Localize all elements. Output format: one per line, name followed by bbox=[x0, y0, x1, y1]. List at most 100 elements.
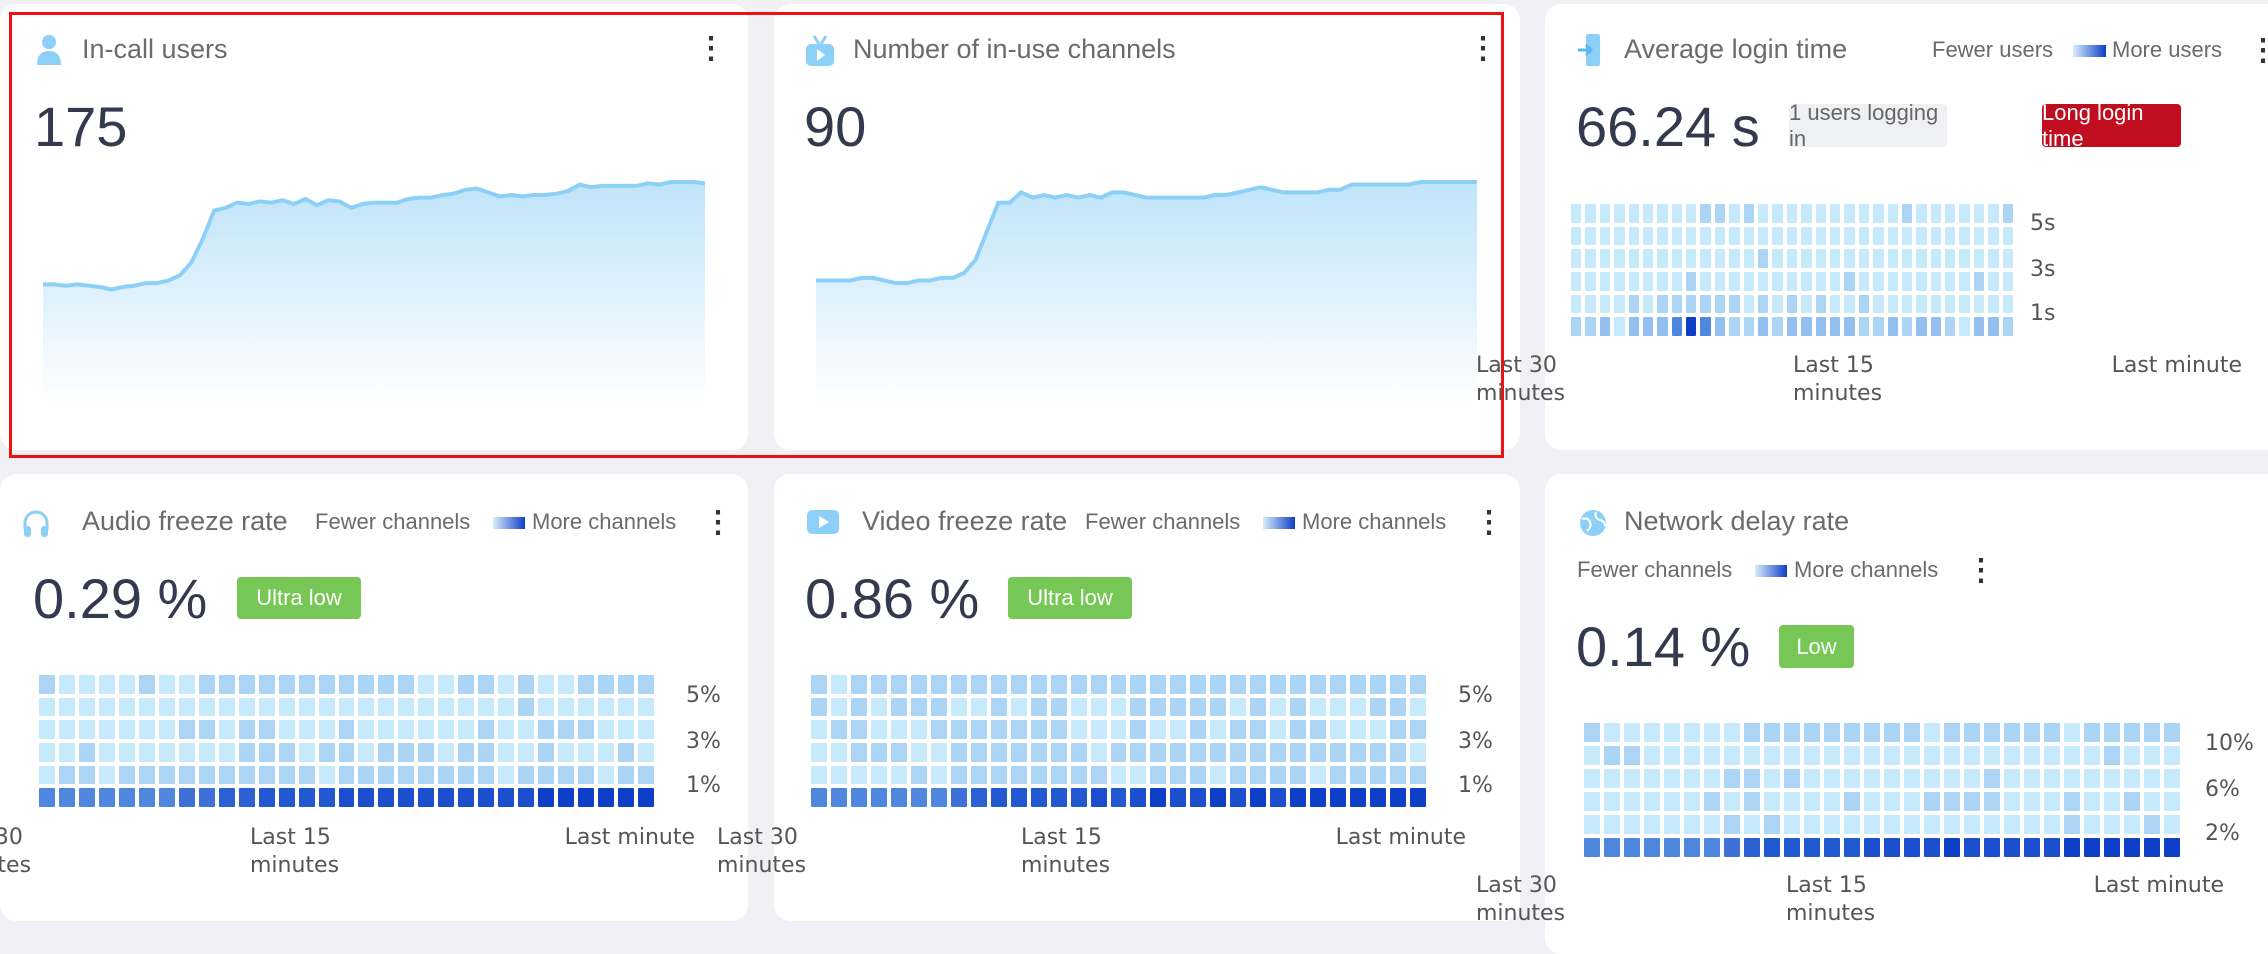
heatmap-cell bbox=[2044, 792, 2060, 811]
heatmap-cell bbox=[78, 697, 95, 717]
heatmap-cell bbox=[1310, 697, 1327, 717]
heatmap-cell bbox=[1784, 792, 1800, 811]
heatmap-cell bbox=[518, 697, 535, 717]
heatmap-cell bbox=[1764, 838, 1780, 857]
heatmap-cell bbox=[1170, 675, 1187, 694]
heatmap-cell bbox=[1642, 226, 1654, 246]
heatmap-cell bbox=[1110, 697, 1127, 717]
heatmap-cell bbox=[1988, 294, 1999, 314]
heatmap-cell bbox=[1801, 271, 1812, 291]
heatmap-cell bbox=[1584, 815, 1600, 834]
heatmap-cell bbox=[2002, 271, 2013, 291]
heatmap-cell bbox=[1584, 769, 1600, 788]
heatmap-cell bbox=[98, 720, 115, 739]
heatmap-cell bbox=[598, 697, 615, 717]
heatmap-cell bbox=[1599, 294, 1611, 314]
heatmap-cell bbox=[1764, 792, 1780, 811]
heatmap-cell bbox=[1628, 294, 1639, 314]
heatmap-cell bbox=[1724, 815, 1740, 834]
heatmap-cell bbox=[1758, 294, 1769, 314]
status-badge: Ultra low bbox=[1008, 577, 1132, 619]
heatmap-cell bbox=[1772, 294, 1783, 314]
heatmap-cell bbox=[298, 765, 315, 785]
heatmap-cell bbox=[1700, 226, 1711, 246]
heatmap-cell bbox=[1973, 294, 1985, 314]
more-options-icon[interactable]: ⋮ bbox=[703, 506, 733, 539]
heatmap-cell bbox=[890, 742, 907, 762]
heatmap-cell bbox=[378, 675, 395, 694]
video-freeze-rate-value: 0.86 % bbox=[805, 567, 980, 630]
heatmap-cell bbox=[198, 675, 215, 694]
heatmap-cell bbox=[930, 788, 947, 807]
heatmap-cell bbox=[2064, 838, 2080, 857]
heatmap-cell bbox=[990, 765, 1007, 785]
legend-high: More channels bbox=[1794, 557, 1939, 582]
heatmap-cell bbox=[2044, 723, 2060, 742]
heatmap-cell bbox=[1984, 769, 2000, 788]
heatmap-cell bbox=[358, 697, 375, 717]
heatmap-cell bbox=[278, 675, 295, 694]
heatmap-cell bbox=[830, 765, 847, 785]
heatmap-cell bbox=[1944, 792, 1960, 811]
heatmap-cell bbox=[1250, 788, 1267, 807]
heatmap-cell bbox=[1916, 249, 1927, 268]
heatmap-cell bbox=[1330, 697, 1347, 717]
heatmap-cell bbox=[1070, 765, 1087, 785]
heatmap-cell bbox=[1904, 815, 1920, 834]
heatmap-cell bbox=[578, 742, 595, 762]
heatmap-cell bbox=[1945, 204, 1956, 223]
more-options-icon[interactable]: ⋮ bbox=[1474, 506, 1504, 539]
heatmap-cell bbox=[1724, 746, 1740, 765]
more-options-icon[interactable]: ⋮ bbox=[1966, 554, 1996, 587]
heatmap-cell bbox=[598, 720, 615, 739]
audio-heatmap bbox=[39, 675, 654, 807]
card-title: Number of in-use channels bbox=[853, 34, 1176, 64]
heatmap-cell bbox=[1686, 226, 1697, 246]
x-label: Last minute bbox=[2111, 353, 2242, 378]
heatmap-cell bbox=[1410, 765, 1426, 785]
heatmap-cell bbox=[618, 788, 635, 807]
heatmap-cell bbox=[1150, 765, 1167, 785]
heatmap-cell bbox=[1924, 746, 1940, 765]
heatmap-cell bbox=[950, 720, 967, 739]
heatmap-cell bbox=[2124, 723, 2140, 742]
heatmap-cell bbox=[1370, 742, 1387, 762]
heatmap-cell bbox=[478, 675, 495, 694]
heatmap-cell bbox=[1743, 226, 1755, 246]
network-heatmap bbox=[1584, 723, 2180, 857]
more-options-icon[interactable]: ⋮ bbox=[2248, 34, 2268, 67]
heatmap-cell bbox=[1815, 294, 1826, 314]
heatmap-cell bbox=[1916, 271, 1927, 291]
heatmap-cell bbox=[1350, 720, 1367, 739]
heatmap-cell bbox=[930, 765, 947, 785]
network-delay-rate-value: 0.14 % bbox=[1576, 615, 1751, 678]
heatmap-cell bbox=[1170, 765, 1187, 785]
heatmap-cell bbox=[458, 675, 475, 694]
heatmap-cell bbox=[1050, 788, 1067, 807]
heatmap-cell bbox=[1614, 226, 1625, 246]
heatmap-cell bbox=[850, 765, 867, 785]
heatmap-cell bbox=[1815, 204, 1826, 223]
heatmap-cell bbox=[1604, 815, 1620, 834]
heatmap-cell bbox=[1815, 226, 1826, 246]
heatmap-cell bbox=[1585, 249, 1596, 268]
heatmap-cell bbox=[970, 765, 987, 785]
heatmap-cell bbox=[218, 788, 235, 807]
heatmap-cell bbox=[138, 788, 155, 807]
heatmap-cell bbox=[1370, 697, 1387, 717]
status-badge: Ultra low bbox=[237, 577, 361, 619]
heatmap-cell bbox=[1984, 815, 2000, 834]
heatmap-cell bbox=[1671, 204, 1683, 223]
heatmap-cell bbox=[1743, 249, 1755, 268]
heatmap-cell bbox=[1604, 838, 1620, 857]
heatmap-cell bbox=[98, 765, 115, 785]
heatmap-cell bbox=[598, 788, 615, 807]
heatmap-cell bbox=[398, 788, 415, 807]
heatmap-cell bbox=[1904, 723, 1920, 742]
more-options-icon[interactable]: ⋮ bbox=[696, 32, 726, 65]
heatmap-cell bbox=[518, 675, 535, 694]
heatmap-cell bbox=[1628, 271, 1639, 291]
more-options-icon[interactable]: ⋮ bbox=[1468, 32, 1498, 65]
heatmap-cell bbox=[1290, 765, 1307, 785]
heatmap-cell bbox=[1614, 317, 1625, 336]
